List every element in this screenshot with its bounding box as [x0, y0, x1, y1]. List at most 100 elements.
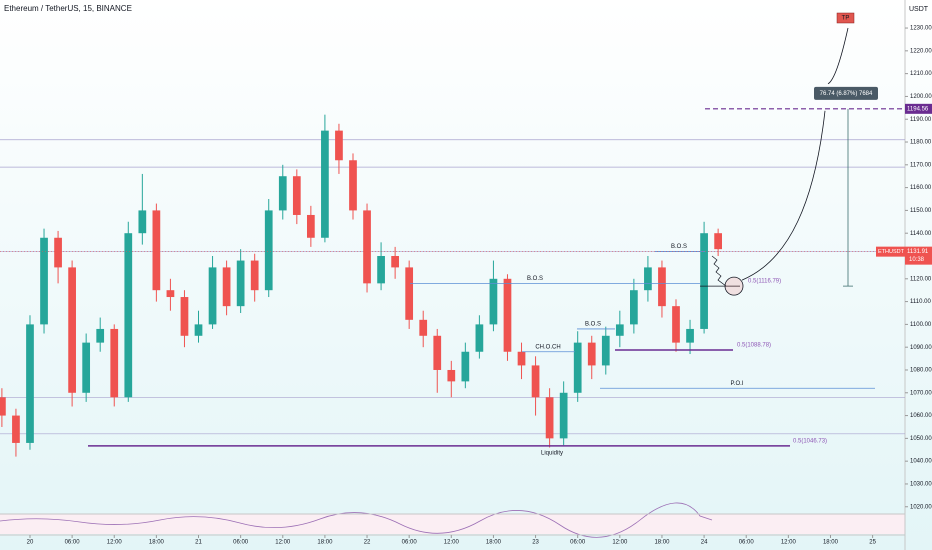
measure-box	[814, 86, 878, 100]
candle-body	[489, 278, 498, 325]
candle-body	[587, 342, 596, 366]
annotation-label: B.O.S	[585, 322, 601, 328]
candle-body	[517, 351, 526, 366]
annotation-label: P.O.I	[731, 381, 744, 387]
y-tick-label: 1090.00	[910, 345, 932, 351]
candle-body	[12, 415, 20, 443]
x-tick-label: 22	[364, 540, 371, 546]
x-tick-label: 12:00	[275, 540, 291, 546]
chart-title: Ethereum / TetherUS, 15, BINANCE	[4, 4, 132, 13]
candle-body	[672, 306, 680, 343]
candle-body	[377, 256, 385, 284]
target-tag	[905, 103, 932, 114]
candle-body	[110, 328, 119, 398]
y-tick-label: 1220.00	[910, 48, 932, 54]
candle-body	[264, 210, 273, 291]
candle-body	[152, 210, 161, 291]
candle-body	[686, 328, 694, 343]
target-tag-label: 1194.56	[907, 106, 929, 112]
annotation-label: Liquidity	[541, 450, 563, 456]
y-tick-label: 1120.00	[910, 276, 932, 282]
candle-body	[180, 297, 189, 336]
x-tick-label: 18:00	[486, 540, 502, 546]
x-tick-label: 25	[869, 540, 876, 546]
symbol-tag	[876, 246, 905, 257]
annotation-label: CH.O.CH	[535, 344, 560, 350]
y-tick-label: 1060.00	[910, 413, 932, 419]
candle-body	[658, 267, 666, 307]
y-tick-label: 1080.00	[910, 368, 932, 374]
x-tick-label: 12:00	[612, 540, 628, 546]
candle-body	[644, 267, 652, 291]
y-tick-label: 1050.00	[910, 436, 932, 442]
candle-body	[419, 319, 428, 336]
rsi-panel	[0, 514, 905, 534]
x-tick-label: 24	[701, 540, 708, 546]
x-tick-label: 06:00	[402, 540, 418, 546]
symbol-tag-label: ETHUSDT	[878, 249, 905, 255]
tp-label: TP	[842, 16, 850, 22]
y-tick-label: 1170.00	[910, 162, 932, 168]
candle-body	[559, 392, 568, 439]
candle-body	[531, 365, 540, 398]
x-tick-label: 06:00	[739, 540, 755, 546]
x-tick-label: 12:00	[781, 540, 797, 546]
candle-body	[475, 324, 484, 352]
candle-body	[250, 260, 259, 291]
candle-body	[54, 237, 62, 268]
tp-box	[836, 12, 855, 24]
annotation-label: 0.5(1088.78)	[737, 343, 771, 349]
candles	[0, 114, 722, 457]
y-tick-label: 1150.00	[910, 208, 932, 214]
candle-body	[363, 210, 371, 284]
candle-body	[573, 342, 582, 393]
x-tick-label: 18:00	[654, 540, 670, 546]
candle-body	[503, 278, 512, 352]
candle-body	[615, 324, 624, 336]
candle-body	[138, 210, 147, 234]
x-tick-label: 12:00	[444, 540, 460, 546]
annotation-label: 0.5(1116.79)	[748, 279, 781, 285]
y-axis-label: USDT	[909, 6, 929, 13]
candle-body	[166, 290, 175, 298]
candle-body	[545, 397, 554, 439]
y-tick-label: 1100.00	[910, 322, 932, 328]
candle-body	[321, 130, 329, 238]
candle-body	[391, 256, 399, 268]
annotation-label: B.O.S	[671, 244, 687, 250]
candle-body	[0, 397, 6, 416]
candle-body	[292, 176, 301, 215]
candle-body	[222, 267, 231, 307]
y-tick-label: 1040.00	[910, 459, 932, 465]
price-tag-label: 1131.91	[907, 249, 929, 255]
y-tick-label: 1230.00	[910, 26, 932, 32]
candle-body	[630, 290, 638, 325]
x-tick-label: 06:00	[570, 540, 586, 546]
x-tick-label: 18:00	[823, 540, 839, 546]
drawings: B.O.S B.O.S B.O.S CH.O.CH 0.5(1116.79) 0.5(10…	[88, 12, 905, 456]
x-tick-label: 12:00	[107, 540, 123, 546]
x-tick-label: 18:00	[317, 540, 333, 546]
y-tick-label: 1160.00	[910, 185, 932, 191]
projection-curve	[741, 110, 826, 281]
zigzag	[711, 255, 727, 287]
y-tick-label: 1030.00	[910, 482, 932, 488]
projection-curve	[827, 27, 849, 85]
candle-body	[700, 233, 708, 329]
price-tag	[905, 246, 932, 265]
candle-body	[447, 369, 456, 382]
y-tick-label: 1110.00	[910, 299, 931, 305]
poi-circle	[724, 276, 744, 296]
annotation-label: B.O.S	[527, 276, 543, 282]
candle-body	[40, 237, 48, 325]
candle-body	[124, 233, 133, 398]
measure-label: 76.74 (6.87%) 7684	[820, 91, 873, 97]
y-tick-label: 1210.00	[910, 71, 932, 77]
y-tick-label: 1020.00	[910, 504, 932, 510]
candle-body	[335, 130, 343, 161]
annotation-label: 0.5(1046.73)	[793, 438, 827, 444]
candle-body	[306, 214, 315, 238]
candle-body	[461, 351, 470, 382]
candle-body	[82, 342, 91, 393]
